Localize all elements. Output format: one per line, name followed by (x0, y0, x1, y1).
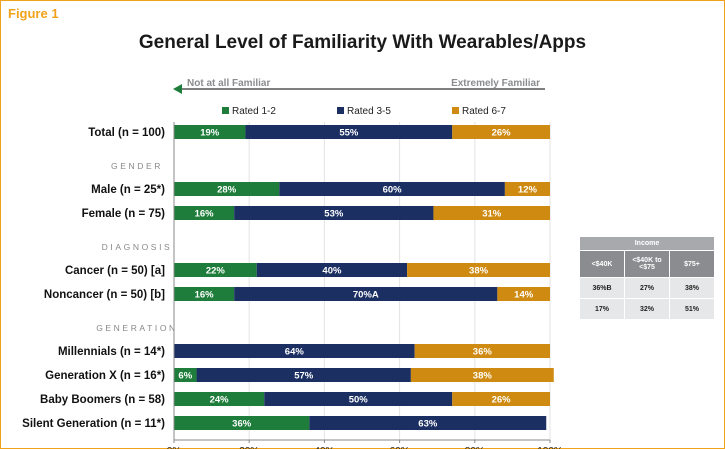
income-table: Income <$40K <$40K to <$75 $75+ 36%B 27%… (579, 236, 715, 320)
row-label: Cancer (n = 50) [a] (65, 265, 165, 277)
data-label: 19% (200, 128, 220, 139)
legend-label-rated12: Rated 1-2 (232, 106, 276, 117)
bar-segment-rated67 (410, 368, 554, 382)
data-label: 6% (178, 371, 192, 382)
income-cell: 38% (670, 278, 714, 298)
bar-segment-rated35 (196, 368, 411, 382)
income-cell: 17% (580, 299, 624, 319)
data-label: 22% (206, 266, 226, 277)
income-column-header: $75+ (670, 251, 714, 277)
bar-segment-rated67 (504, 182, 550, 196)
legend-swatch-rated35 (337, 107, 344, 114)
data-label: 16% (195, 209, 215, 220)
row-label: Silent Generation (n = 11*) (22, 418, 165, 430)
chart-title: General Level of Familiarity With Wearab… (138, 32, 587, 53)
data-label: 31% (482, 209, 502, 220)
data-label: 12% (518, 185, 538, 196)
x-tick-label: 60% (390, 446, 410, 449)
bar-segment-rated67 (407, 263, 550, 277)
data-label: 63% (418, 419, 438, 430)
figure-label: Figure 1 (8, 6, 59, 21)
section-label: GENERATION (96, 323, 178, 333)
row-label: Male (n = 25*) (91, 184, 165, 196)
legend-swatch-rated12 (222, 107, 229, 114)
bar-segment-rated35 (279, 182, 505, 196)
bar-segment-rated35 (234, 206, 434, 220)
data-label: 53% (324, 209, 344, 220)
bar-segment-rated12 (174, 287, 235, 301)
row-label: Baby Boomers (n = 58) (40, 394, 165, 406)
bar-segment-rated67 (497, 287, 550, 301)
bar-segment-rated67 (452, 125, 550, 139)
row-label: Noncancer (n = 50) [b] (44, 289, 165, 301)
scale-left-label: Not at all Familiar (187, 78, 270, 89)
chart-bars: 19% 55% 26% 28% 60% 12% 16% 53% 31% 22% 40% 38% 16% 7… (174, 125, 554, 430)
income-column-header: <$40K (580, 251, 624, 277)
income-cell: 27% (625, 278, 669, 298)
bar-segment-rated12 (174, 392, 265, 406)
legend-label-rated35: Rated 3-5 (347, 106, 391, 117)
bar-segment-rated35 (309, 416, 547, 430)
chart-gridlines (248, 122, 551, 440)
row-label: Total (n = 100) (88, 127, 165, 139)
data-label: 14% (514, 290, 534, 301)
legend-swatch-rated67 (452, 107, 459, 114)
data-label: 36% (473, 347, 493, 358)
row-label: Generation X (n = 16*) (45, 370, 165, 382)
familiarity-scale: Not at all Familiar Extremely Familiar (173, 78, 545, 94)
bar-segment-rated35 (234, 287, 498, 301)
bar-segment-rated12 (174, 263, 257, 277)
x-tick-label: 20% (239, 446, 259, 449)
bar-segment-rated12 (174, 416, 310, 430)
income-cell: 32% (625, 299, 669, 319)
scale-right-label: Extremely Familiar (451, 78, 540, 89)
chart-legend: Rated 1-2 Rated 3-5 Rated 6-7 (222, 106, 506, 117)
income-column-header: <$40K to <$75 (625, 251, 669, 277)
bar-segment-rated35 (174, 344, 415, 358)
data-label: 36% (232, 419, 252, 430)
section-label: DIAGNOSIS (102, 242, 173, 252)
bar-segment-rated12 (174, 368, 197, 382)
x-tick-label: 100% (537, 446, 563, 449)
bar-segment-rated67 (452, 392, 550, 406)
bar-segment-rated12 (174, 125, 246, 139)
bar-segment-rated12 (174, 182, 280, 196)
legend-label-rated67: Rated 6-7 (462, 106, 506, 117)
bar-segment-rated35 (256, 263, 408, 277)
chart-row-labels: Total (n = 100) GENDER Male (n = 25*) Femal… (22, 127, 178, 430)
data-label: 38% (473, 371, 493, 382)
x-tick-label: 40% (314, 446, 334, 449)
data-label: 60% (383, 185, 403, 196)
bar-segment-rated67 (433, 206, 550, 220)
income-cell: 36%B (580, 278, 624, 298)
data-label: 16% (195, 290, 215, 301)
data-label: 40% (322, 266, 342, 277)
left-arrow-icon (173, 84, 182, 94)
data-label: 26% (492, 395, 512, 406)
income-table-title: Income (580, 237, 714, 250)
data-label: 64% (285, 347, 305, 358)
bar-segment-rated35 (245, 125, 453, 139)
data-label: 57% (294, 371, 314, 382)
income-cell: 51% (670, 299, 714, 319)
data-label: 50% (349, 395, 369, 406)
data-label: 70%A (353, 290, 379, 301)
data-label: 28% (217, 185, 237, 196)
x-tick-label: 80% (465, 446, 485, 449)
row-label: Female (n = 75) (82, 208, 166, 220)
bar-segment-rated67 (414, 344, 550, 358)
x-tick-label: 0% (167, 446, 182, 449)
bar-segment-rated35 (264, 392, 453, 406)
data-label: 24% (210, 395, 230, 406)
data-label: 55% (339, 128, 359, 139)
chart-x-axis: 0% 20% 40% 60% 80% 100% (167, 122, 563, 449)
data-label: 38% (469, 266, 489, 277)
row-label: Millennials (n = 14*) (58, 346, 165, 358)
data-label: 26% (492, 128, 512, 139)
bar-segment-rated12 (174, 206, 235, 220)
section-label: GENDER (111, 161, 163, 171)
